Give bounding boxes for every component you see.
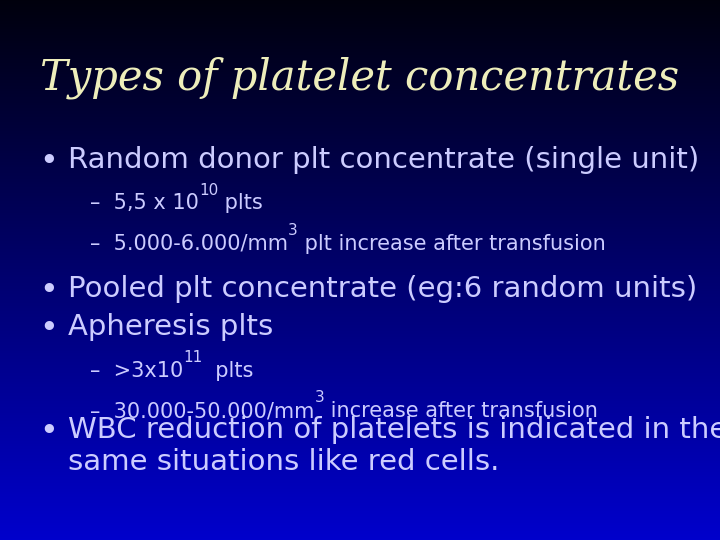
Text: increase after transfusion: increase after transfusion: [324, 401, 598, 421]
Text: 3: 3: [315, 390, 324, 406]
Text: •: •: [40, 146, 58, 177]
Text: –  5,5 x 10: – 5,5 x 10: [90, 193, 199, 213]
Text: –  5.000-6.000/mm: – 5.000-6.000/mm: [90, 234, 288, 254]
Text: WBC reduction of platelets is indicated in the
same situations like red cells.: WBC reduction of platelets is indicated …: [68, 416, 720, 476]
Text: –  >3x10: – >3x10: [90, 361, 184, 381]
Text: •: •: [40, 416, 58, 447]
Text: 3: 3: [288, 223, 298, 238]
Text: •: •: [40, 275, 58, 306]
Text: Pooled plt concentrate (eg:6 random units): Pooled plt concentrate (eg:6 random unit…: [68, 275, 698, 303]
Text: plt increase after transfusion: plt increase after transfusion: [298, 234, 606, 254]
Text: 10: 10: [199, 183, 218, 198]
Text: •: •: [40, 313, 58, 344]
Text: –  30.000-50.000/mm: – 30.000-50.000/mm: [90, 401, 315, 421]
Text: 11: 11: [184, 350, 202, 365]
Text: Random donor plt concentrate (single unit): Random donor plt concentrate (single uni…: [68, 146, 700, 174]
Text: Apheresis plts: Apheresis plts: [68, 313, 274, 341]
Text: Types of platelet concentrates: Types of platelet concentrates: [40, 57, 680, 99]
Text: plts: plts: [218, 193, 263, 213]
Text: plts: plts: [202, 361, 254, 381]
